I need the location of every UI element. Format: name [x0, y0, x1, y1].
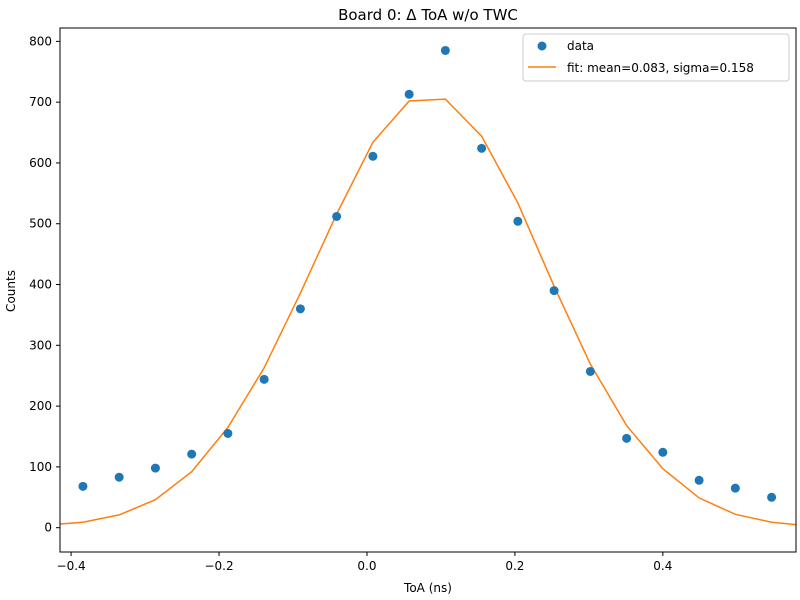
x-tick-label: 0.0: [357, 559, 376, 573]
legend-marker-data: [537, 41, 547, 51]
data-point: [332, 211, 342, 221]
data-point: [368, 151, 378, 161]
data-point: [78, 481, 88, 491]
data-points-layer: [78, 45, 777, 502]
fit-line: [60, 98, 796, 526]
data-point: [223, 428, 233, 438]
data-point: [150, 463, 160, 473]
data-point: [622, 433, 632, 443]
axes-frame: [59, 27, 797, 553]
data-point: [513, 216, 523, 226]
legend-box: [522, 33, 790, 82]
data-point: [114, 472, 124, 482]
y-tick-label: 800: [29, 34, 52, 48]
y-axis-ticks: 0 100 200 300 400 500 600 700 800: [29, 34, 60, 535]
data-point: [549, 286, 559, 296]
data-point: [658, 447, 668, 457]
data-point: [730, 483, 740, 493]
y-axis-label: Counts: [4, 270, 18, 312]
data-point: [259, 374, 269, 384]
x-tick-label: −0.4: [57, 559, 86, 573]
legend-label-fit: fit: mean=0.083, sigma=0.158: [567, 61, 754, 75]
data-point: [295, 304, 305, 314]
data-point: [477, 143, 487, 153]
data-point: [585, 366, 595, 376]
data-point: [440, 45, 450, 55]
y-tick-label: 400: [29, 278, 52, 292]
legend: data fit: mean=0.083, sigma=0.158: [522, 33, 790, 82]
data-point: [404, 89, 414, 99]
data-point: [187, 449, 197, 459]
y-tick-label: 600: [29, 156, 52, 170]
x-tick-label: −0.2: [204, 559, 233, 573]
y-tick-label: 0: [44, 521, 52, 535]
y-tick-label: 100: [29, 460, 52, 474]
y-tick-label: 700: [29, 95, 52, 109]
x-tick-label: 0.4: [653, 559, 672, 573]
x-axis-ticks: −0.4 −0.2 0.0 0.2 0.4: [57, 552, 672, 573]
data-point: [767, 492, 777, 502]
fit-line-layer: [60, 98, 796, 526]
chart-title: Board 0: Δ ToA w/o TWC: [338, 6, 518, 24]
y-tick-label: 500: [29, 217, 52, 231]
plot-area: [60, 45, 796, 526]
x-tick-label: 0.2: [505, 559, 524, 573]
y-tick-label: 200: [29, 399, 52, 413]
data-point: [694, 475, 704, 485]
x-axis-label: ToA (ns): [403, 581, 452, 595]
legend-label-data: data: [567, 39, 594, 53]
y-tick-label: 300: [29, 338, 52, 352]
